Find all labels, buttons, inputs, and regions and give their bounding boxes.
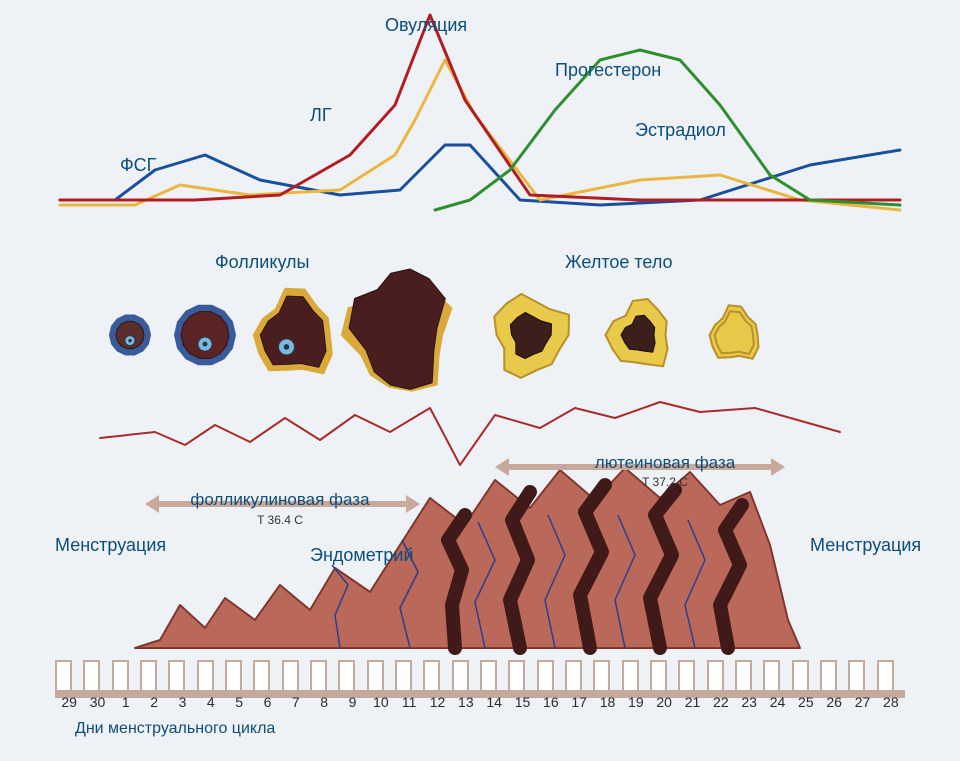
label-menstruation-right: Менструация — [810, 535, 921, 556]
label-follicles: Фолликулы — [215, 252, 309, 273]
label-follicular-temp: T 36.4 C — [240, 513, 320, 527]
label-follicular-phase: фолликулиновая фаза — [170, 490, 390, 510]
label-progesterone: Прогестерон — [555, 60, 661, 81]
label-luteal-phase: лютеиновая фаза — [555, 453, 775, 473]
label-estradiol: Эстрадиол — [635, 120, 726, 141]
endometrium-chart — [0, 0, 960, 761]
label-fsh: ФСГ — [120, 155, 156, 176]
label-luteal-temp: T 37.2 C — [625, 475, 705, 489]
label-ovulation: Овуляция — [385, 15, 467, 36]
label-lh: ЛГ — [310, 105, 332, 126]
axis-caption: Дни менструального цикла — [75, 720, 275, 738]
label-menstruation-left: Менструация — [55, 535, 166, 556]
label-endometrium: Эндометрий — [310, 545, 414, 566]
diagram-canvas: Овуляция ЛГ ФСГ Прогестерон Эстрадиол Фо… — [0, 0, 960, 761]
day-track — [55, 652, 905, 690]
label-corpus: Желтое тело — [565, 252, 673, 273]
